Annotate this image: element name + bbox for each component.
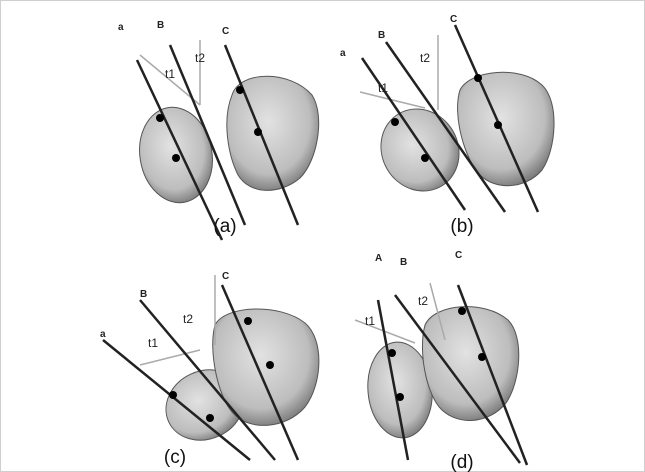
- point: [478, 353, 486, 361]
- line-label: a: [118, 22, 124, 33]
- angle-label: t1: [148, 336, 158, 350]
- point: [388, 349, 396, 357]
- point: [254, 128, 262, 136]
- point: [474, 74, 482, 82]
- point: [396, 393, 404, 401]
- line-label: B: [378, 30, 385, 41]
- angle-label: t1: [365, 314, 375, 328]
- point: [458, 307, 466, 315]
- tooth-large: [213, 309, 319, 425]
- line-label: C: [450, 14, 457, 25]
- panel-caption: (b): [450, 216, 473, 237]
- point: [156, 114, 164, 122]
- angle-label: t1: [165, 67, 175, 81]
- line-label: A: [375, 253, 382, 264]
- point: [244, 317, 252, 325]
- line-label: B: [157, 20, 164, 31]
- panel-caption: (a): [213, 216, 236, 237]
- point: [236, 86, 244, 94]
- point: [391, 118, 399, 126]
- point: [172, 154, 180, 162]
- figure: a B Ct1 t2 (a) a B Ct1 t2 (b) a B Ct1 t2 (c) A B Ct1 t2 (d): [0, 0, 645, 472]
- panel-caption: (c): [164, 447, 186, 468]
- line-label: C: [455, 250, 462, 261]
- point: [421, 154, 429, 162]
- line-label: C: [222, 26, 229, 37]
- line-label: a: [340, 48, 346, 59]
- frame: [1, 1, 645, 472]
- point: [494, 121, 502, 129]
- line-label: B: [140, 289, 147, 300]
- angle-label: t1: [378, 81, 388, 95]
- point: [266, 361, 274, 369]
- line-label: B: [400, 257, 407, 268]
- panel-caption: (d): [450, 452, 473, 472]
- angle-label: t2: [195, 51, 205, 65]
- point: [169, 391, 177, 399]
- line-label: C: [222, 271, 229, 282]
- angle-label: t2: [420, 51, 430, 65]
- angle-label: t2: [418, 294, 428, 308]
- angle-label: t2: [183, 312, 193, 326]
- point: [206, 414, 214, 422]
- line-label: a: [100, 329, 106, 340]
